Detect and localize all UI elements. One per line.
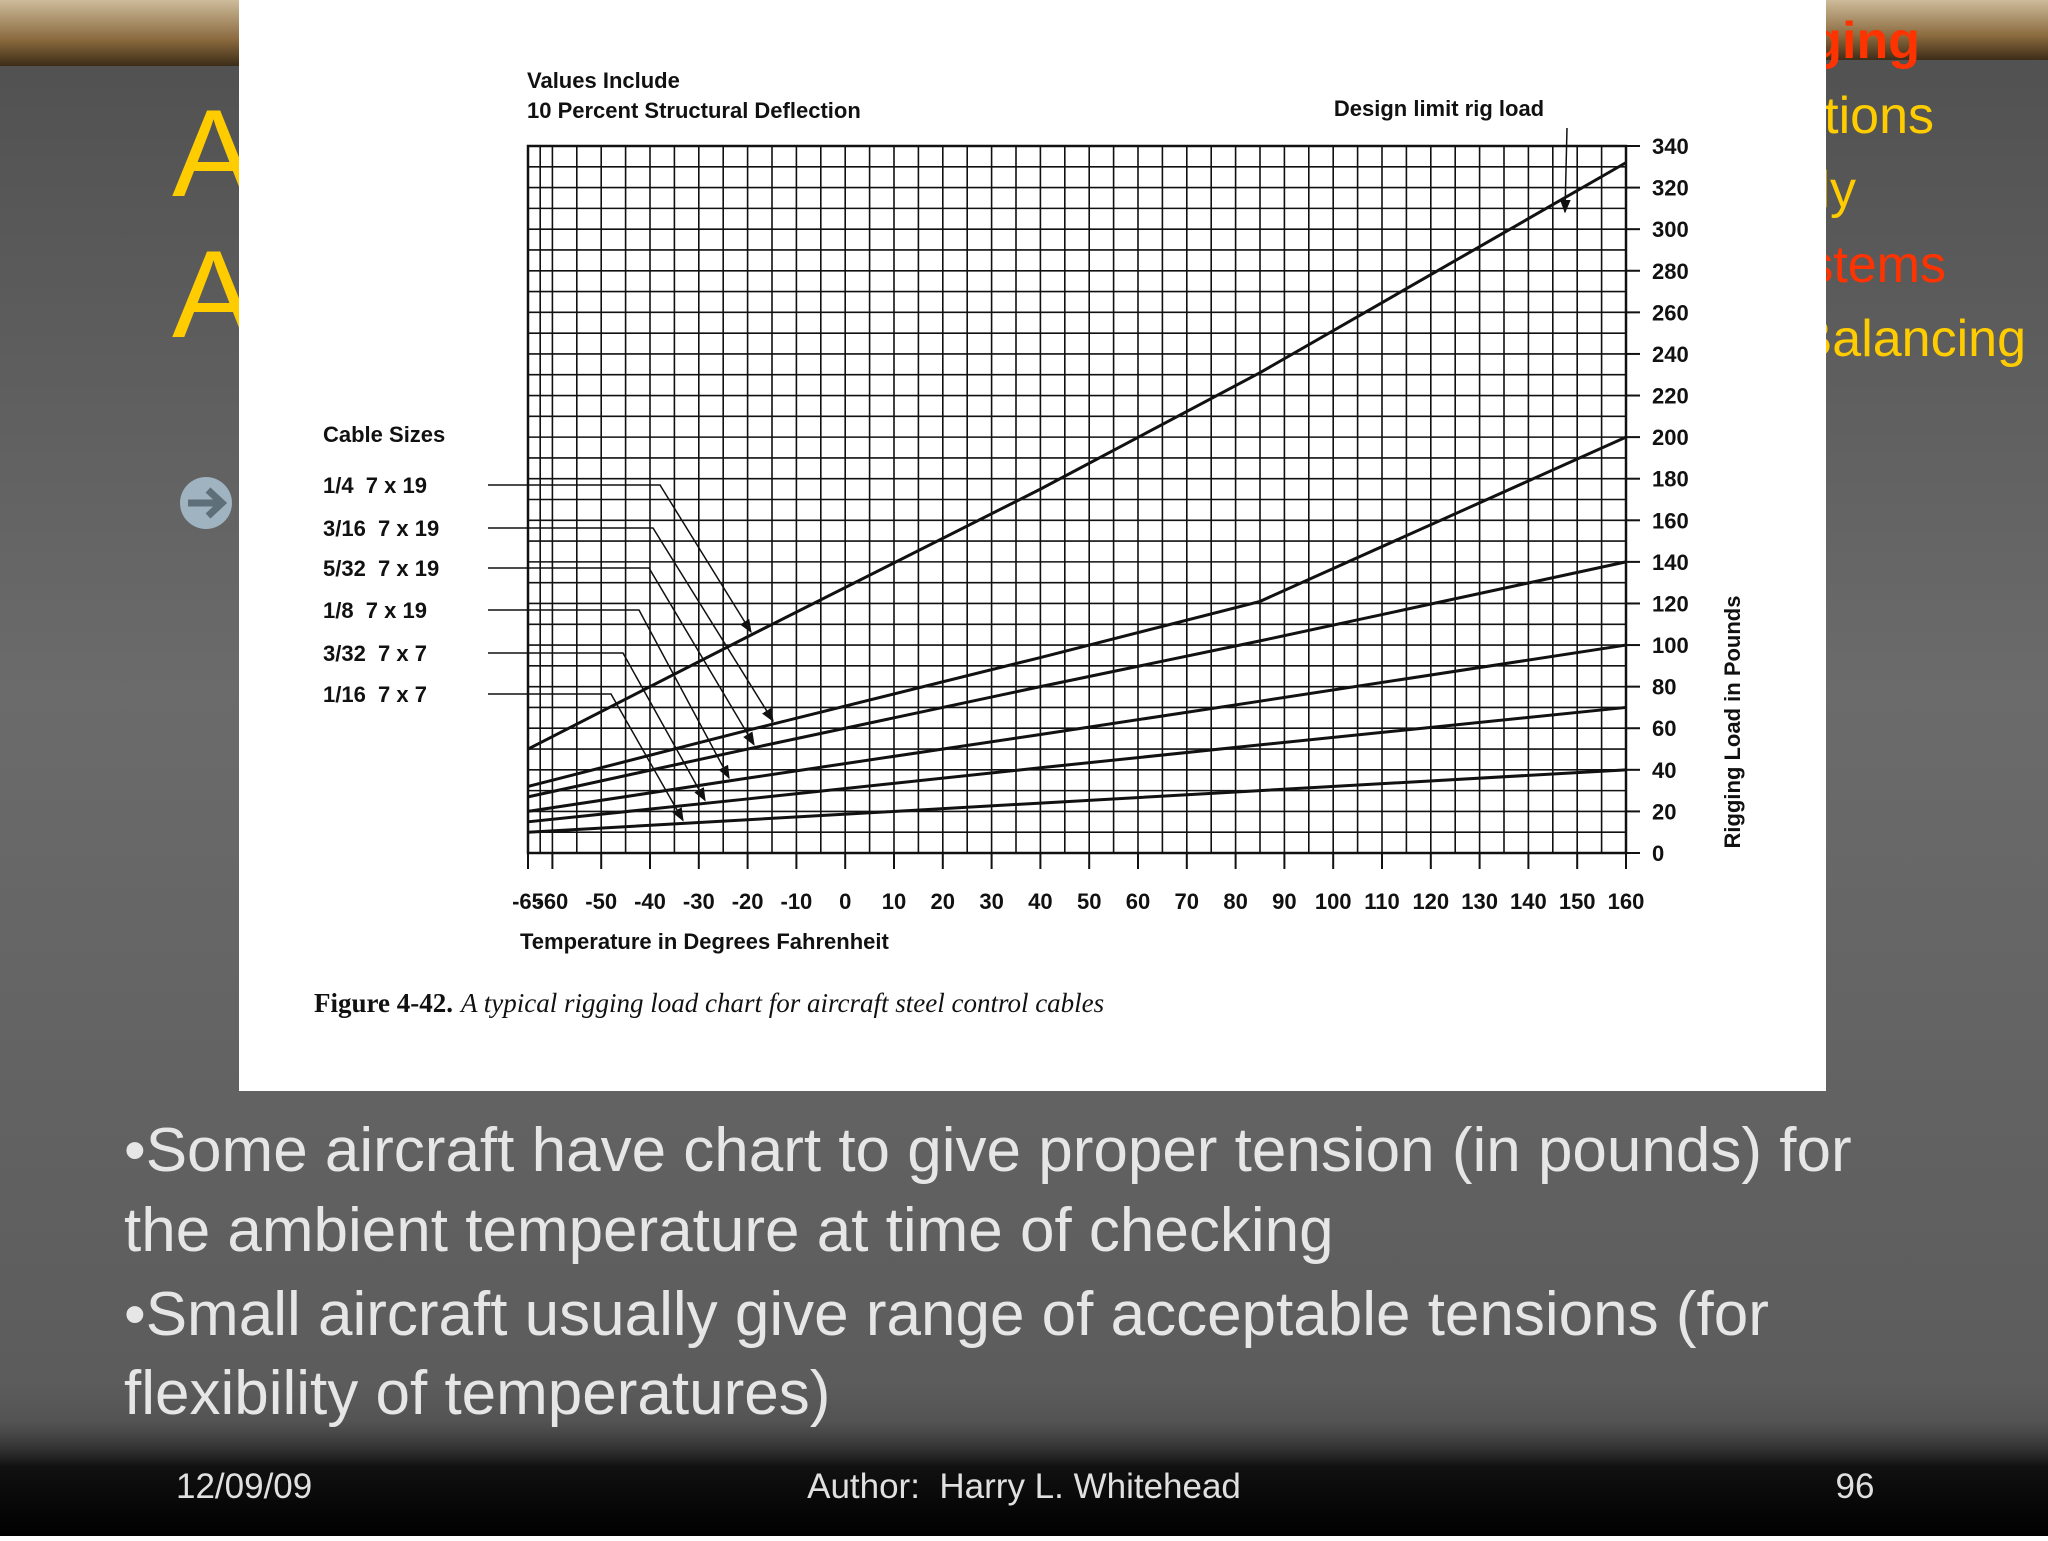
x-tick-label: 100 [1315,889,1352,914]
y-tick-label: 260 [1652,300,1689,325]
x-tick-label: 30 [979,889,1003,914]
series-line [527,435,1627,788]
body-text: flexibility of temperatures) [124,1359,830,1428]
y-tick-label: 320 [1652,176,1689,201]
series-line [527,161,1627,751]
x-tick-label: 160 [1608,889,1645,914]
y-tick-label: 20 [1652,799,1676,824]
footer-author: Author: Harry L. Whitehead [807,1467,1241,1506]
annotation: Values Include [527,68,680,93]
x-tick-label: 90 [1272,889,1296,914]
x-tick-label: -20 [732,889,764,914]
y-tick-label: 140 [1652,550,1689,575]
menu-item: stems [1807,236,1946,294]
x-tick-label: -30 [683,889,715,914]
header-image [0,0,240,66]
y-tick-label: 100 [1652,633,1689,658]
y-tick-label: 220 [1652,384,1689,409]
legend-label: 3/16 7 x 19 [323,516,439,541]
x-tick-label: -60 [537,889,569,914]
y-tick-label: 180 [1652,467,1689,492]
x-tick-label: -40 [634,889,666,914]
header-image [1826,0,2048,60]
legend-label: 1/16 7 x 7 [323,682,427,707]
leader-arrow [488,484,752,634]
series-line [527,768,1627,834]
leader-arrow [488,527,774,723]
footer-band [0,1420,2048,1536]
footer-page: 96 [1836,1467,1875,1506]
y-tick-label: 120 [1652,591,1689,616]
x-tick-label: 150 [1559,889,1596,914]
x-tick-label: 110 [1364,889,1400,914]
plot-frame [526,144,1628,855]
legend-label: 1/8 7 x 19 [323,598,427,623]
legend-label: 5/32 7 x 19 [323,556,439,581]
y-tick-label: 160 [1652,508,1689,533]
x-tick-label: 80 [1223,889,1247,914]
bullet-icon [180,477,232,529]
annotation-arrow [1559,127,1571,214]
x-tick-label: -50 [585,889,617,914]
x-tick-label: 70 [1175,889,1199,914]
footer-date: 12/09/09 [176,1467,312,1506]
chart-panel [239,0,1826,1091]
menu-item: ging [1810,12,1920,70]
x-tick-label: -10 [781,889,813,914]
caption: Figure 4-42. A typical rigging load chart… [314,988,1104,1018]
x-axis-label: Temperature in Degrees Fahrenheit [520,929,889,954]
leader-arrow [488,652,706,802]
x-tick-label: -65 [512,889,544,914]
series-line [527,643,1627,813]
leader-arrow [488,567,755,746]
y-axis-label: Rigging Load in Pounds [1720,596,1745,849]
y-tick-label: 80 [1652,675,1676,700]
annotation: 10 Percent Structural Deflection [527,98,861,123]
annotation: Design limit rig load [1334,96,1544,121]
caption-text: A typical rigging load chart for aircraf… [459,988,1104,1018]
y-tick-label: 40 [1652,758,1676,783]
y-tick-label: 200 [1652,425,1689,450]
menu-item: Balancing [1798,310,2026,368]
series-line [527,560,1627,799]
chart: -65-60 -50 -40 -30 -20 -10 0 10 20 30 40 50 60 70 80 90… [314,68,1745,1018]
y-tick-label: 0 [1652,841,1664,866]
y-tick-label: 240 [1652,342,1689,367]
leader-arrow [488,609,730,780]
x-tick-label: 120 [1412,889,1449,914]
x-tick-label: 10 [882,889,906,914]
x-tick-label: 60 [1126,889,1150,914]
x-tick-label: 140 [1510,889,1547,914]
legend-title: Cable Sizes [323,422,445,447]
y-tick-label: 60 [1652,716,1676,741]
legend-label: 3/32 7 x 7 [323,641,427,666]
caption-label: Figure 4-42. [314,988,453,1018]
legend-label: 1/4 7 x 19 [323,473,427,498]
body-text: the ambient temperature at time of check… [124,1196,1334,1265]
x-tick-label: 0 [839,889,851,914]
y-tick-label: 340 [1652,134,1689,159]
y-tick-label: 300 [1652,217,1689,242]
x-tick-label: 130 [1461,889,1498,914]
y-tick-label: 280 [1652,259,1689,284]
x-tick-label: 50 [1077,889,1101,914]
x-tick-label: 40 [1028,889,1052,914]
body-text: •Small aircraft usually give range of ac… [124,1280,1769,1349]
leader-arrow [488,693,684,822]
body-text: •Some aircraft have chart to give proper… [124,1116,1852,1185]
x-tick-label: 20 [931,889,955,914]
menu-item: tions [1824,87,1934,145]
